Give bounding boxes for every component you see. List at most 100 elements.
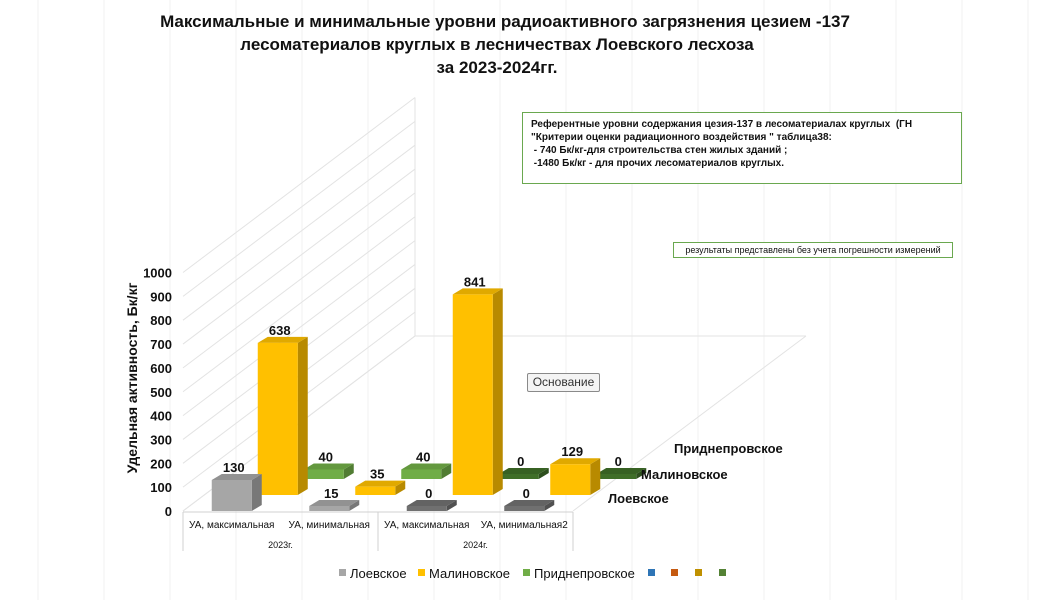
y-tick-label: 500 [150,385,172,400]
y-tick-label: 200 [150,456,172,471]
y-tick-label: 800 [150,313,172,328]
bar-2-3 [452,288,503,495]
bar-front-face [257,342,298,495]
bar-side-face [441,463,452,479]
bar-top-face [309,500,360,506]
title-line-2: лесоматериалов круглых в лесничествах Ло… [240,35,754,54]
category-group-label: 2023г. [268,540,293,550]
bar-front-face [309,506,350,511]
gridline [182,240,416,416]
bar-side-face [636,468,647,479]
floor-right-edge [572,335,807,512]
y-tick-label: 0 [165,504,172,519]
bar-1-1 [211,473,262,511]
y-tick-label: 900 [150,289,172,304]
x-axis: УА, максимальная УА, минимальная УА, макси… [182,511,574,551]
bar-2-1 [257,336,308,495]
bar-top-face [257,336,308,343]
gridline [182,97,416,273]
y-axis: 0 100 200 300 400 500 600 700 800 900 1000 [143,266,172,520]
bar-1-3 [406,500,457,511]
depth-label: Малиновское [641,467,728,482]
chart-title: Максимальные и минимальные уровни радиоа… [160,12,850,77]
bar-front-face [406,506,447,511]
y-tick-label: 100 [150,480,172,495]
bar-2-2 [355,480,406,495]
bar-side-face [590,458,601,495]
data-label: 0 [517,454,524,469]
bar-2-4 [550,458,601,495]
bar-top-face [550,458,601,465]
bar-1-2 [309,500,360,511]
bar-side-face [538,468,549,479]
bar-front-face [303,469,344,479]
data-label: 129 [561,444,583,459]
data-label: 638 [269,323,291,338]
legend-swatch [418,569,425,576]
reference-note-line-4: -1480 Бк/кг - для прочих лесоматериалов … [531,158,785,169]
legend-swatch [695,569,702,576]
legend: Лоевское Малиновское Приднепровское [339,566,726,581]
floor-axis-button[interactable]: Основание [527,373,600,392]
category-label: УА, минимальная2 [481,520,568,531]
bar-side-face [349,500,360,511]
y-tick-label: 600 [150,361,172,376]
data-labels: 40 40 0 0 638 35 841 129 130 15 0 0 [223,274,622,501]
data-label: 40 [319,449,333,464]
data-label: 40 [416,449,430,464]
bar-front-face [550,464,591,495]
bar-top-face [498,468,549,474]
bar-side-face [297,336,308,495]
bar-3-1 [303,463,354,479]
category-group-label: 2024г. [463,540,488,550]
legend-swatch [523,569,530,576]
bar-side-face [395,480,406,495]
category-label: УА, максимальная [384,520,469,531]
data-label: 0 [615,454,622,469]
bar-front-face [452,294,493,495]
legend-entry: Приднепровское [534,566,635,581]
title-line-1: Максимальные и минимальные уровни радиоа… [160,12,850,31]
data-label: 0 [523,486,530,501]
data-label: 0 [425,486,432,501]
bar-top-face [303,463,354,470]
bar-3-3 [498,468,549,479]
legend-swatch [671,569,678,576]
reference-note-line-1: Референтные уровни содержания цезия-137 … [531,119,913,130]
reference-levels-note: Референтные уровни содержания цезия-137 … [522,112,962,184]
data-label: 15 [324,486,338,501]
y-tick-label: 1000 [143,266,172,281]
legend-entry: Лоевское [350,566,407,581]
bar-side-face [492,288,503,495]
bar-side-face [446,500,457,511]
depth-label: Приднепровское [674,441,783,456]
data-label: 130 [223,460,245,475]
measurement-note: результаты представлены без учета погреш… [673,242,953,258]
bar-top-face [211,473,262,480]
bar-side-face [251,473,262,511]
gridline [182,168,416,345]
bar-front-face [596,474,637,479]
bar-side-face [544,500,555,511]
bar-top-face [401,463,452,470]
reference-note-line-3: - 740 Бк/кг-для строительства стен жилых… [531,145,788,156]
category-label: УА, минимальная [289,520,370,531]
data-label: 35 [370,467,384,482]
gridline [182,192,416,369]
bar-front-face [211,479,252,511]
bar-top-face [596,468,647,474]
legend-entry: Малиновское [429,566,510,581]
legend-swatch [339,569,346,576]
depth-label: Лоевское [608,491,669,506]
bar-front-face [498,474,539,479]
y-tick-label: 400 [150,409,172,424]
bar-top-face [355,480,406,487]
bar-front-face [355,486,396,495]
y-axis-label: Удельная активность, Бк/кг [124,282,140,473]
bar-1-4 [504,500,555,511]
bar-side-face [343,463,354,479]
bar-top-face [452,288,503,295]
y-tick-label: 300 [150,432,172,447]
gridline [182,216,416,393]
